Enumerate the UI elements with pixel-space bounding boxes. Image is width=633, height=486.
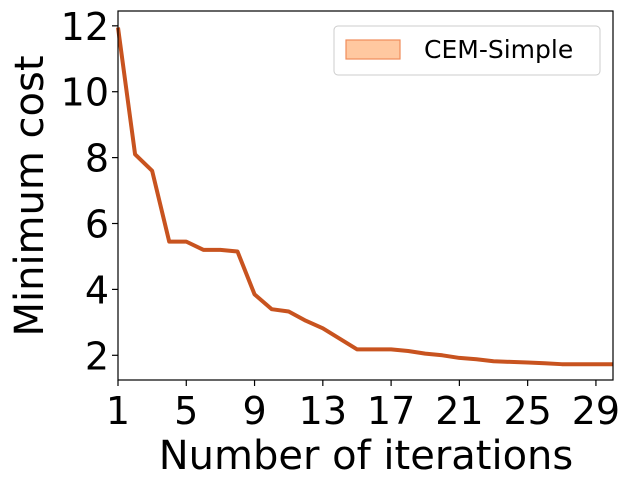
y-tick-label: 6	[85, 203, 109, 247]
x-axis-label: Number of iterations	[159, 433, 574, 479]
legend-label-0: CEM-Simple	[424, 35, 573, 64]
legend-box	[333, 25, 601, 76]
axes-frame	[117, 10, 614, 381]
x-tick-label: 17	[367, 389, 415, 433]
x-tick-label: 13	[299, 389, 347, 433]
y-axis-label: Minimum cost	[7, 55, 53, 336]
axis-ticks: 1 5 9 13 17 21 25 29 2 4 6 8 10 12	[61, 5, 620, 433]
y-tick-label: 12	[61, 5, 109, 49]
x-tick-label: 1	[106, 389, 130, 433]
y-tick-label: 8	[85, 137, 109, 181]
legend: CEM-Simple	[333, 25, 601, 76]
plot-area	[116, 10, 614, 381]
legend-swatch-0	[345, 39, 401, 60]
x-tick-label: 21	[435, 389, 483, 433]
y-tick-label: 4	[85, 268, 109, 312]
x-tick-label: 25	[503, 389, 551, 433]
x-tick-label: 5	[174, 389, 198, 433]
y-tick-label: 2	[85, 334, 109, 378]
x-tick-label: 29	[572, 389, 620, 433]
y-tick-label: 10	[61, 71, 109, 115]
x-tick-label: 9	[242, 389, 266, 433]
series-line-0	[116, 27, 613, 367]
